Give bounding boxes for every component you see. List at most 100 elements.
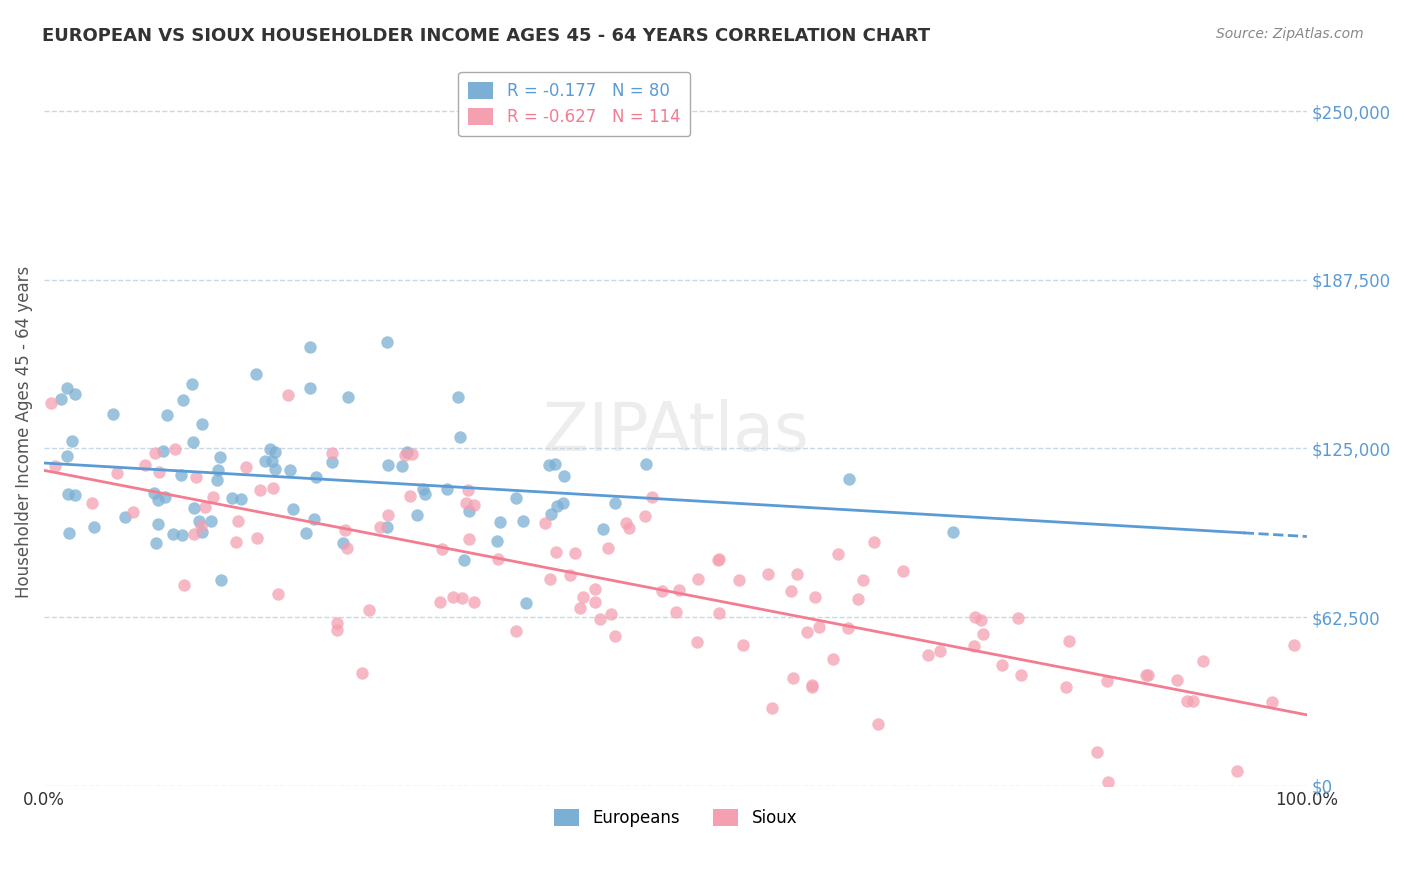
Point [377, 334, 399, 349]
Point [180, 377, 202, 392]
Point [991, 658, 1014, 673]
Point [231, 492, 253, 507]
Point [970, 613, 993, 627]
Point [568, 600, 591, 615]
Point [928, 644, 950, 658]
Y-axis label: Householder Income Ages 45 - 64 years: Householder Income Ages 45 - 64 years [15, 266, 32, 598]
Point [450, 591, 472, 605]
Point [800, 680, 823, 694]
Point [148, 516, 170, 531]
Point [399, 489, 422, 503]
Point [807, 620, 830, 634]
Point [430, 542, 453, 557]
Point [868, 717, 890, 731]
Point [224, 534, 246, 549]
Point [188, 514, 211, 528]
Point [436, 482, 458, 496]
Point [103, 407, 125, 421]
Point [1054, 681, 1077, 695]
Point [190, 519, 212, 533]
Point [685, 635, 707, 649]
Point [186, 469, 208, 483]
Point [598, 541, 620, 555]
Point [194, 500, 217, 515]
Point [235, 460, 257, 475]
Point [49, 392, 72, 406]
Point [60, 434, 83, 449]
Point [181, 434, 204, 449]
Point [246, 531, 269, 545]
Point [538, 572, 561, 586]
Point [302, 512, 325, 526]
Point [454, 496, 477, 510]
Point [564, 546, 586, 560]
Point [83, 520, 105, 534]
Point [463, 498, 485, 512]
Point [963, 639, 986, 653]
Point [333, 523, 356, 537]
Point [1137, 667, 1160, 681]
Point [546, 545, 568, 559]
Point [572, 590, 595, 604]
Point [512, 514, 534, 528]
Point [155, 408, 177, 422]
Point [305, 470, 328, 484]
Point [1059, 633, 1081, 648]
Point [412, 482, 434, 496]
Point [183, 500, 205, 515]
Point [515, 596, 537, 610]
Point [326, 623, 349, 637]
Point [1226, 764, 1249, 779]
Point [449, 430, 471, 444]
Point [1166, 673, 1188, 687]
Point [458, 504, 481, 518]
Point [134, 458, 156, 472]
Point [65, 387, 87, 401]
Point [838, 472, 860, 486]
Point [228, 514, 250, 528]
Point [634, 457, 657, 471]
Point [583, 582, 606, 596]
Point [1095, 673, 1118, 688]
Point [377, 508, 399, 523]
Point [733, 638, 755, 652]
Point [368, 519, 391, 533]
Point [553, 496, 575, 510]
Point [377, 458, 399, 472]
Point [804, 590, 827, 604]
Point [1085, 745, 1108, 759]
Point [779, 583, 801, 598]
Point [489, 515, 512, 529]
Point [463, 595, 485, 609]
Point [173, 577, 195, 591]
Text: EUROPEAN VS SIOUX HOUSEHOLDER INCOME AGES 45 - 64 YEARS CORRELATION CHART: EUROPEAN VS SIOUX HOUSEHOLDER INCOME AGE… [42, 27, 931, 45]
Point [1175, 694, 1198, 708]
Point [321, 446, 343, 460]
Point [546, 499, 568, 513]
Point [686, 572, 709, 586]
Point [589, 612, 612, 626]
Point [153, 490, 176, 504]
Point [761, 700, 783, 714]
Point [406, 508, 429, 522]
Point [851, 573, 873, 587]
Point [207, 463, 229, 477]
Point [486, 551, 509, 566]
Point [281, 502, 304, 516]
Point [56, 487, 79, 501]
Point [1010, 668, 1032, 682]
Point [80, 496, 103, 510]
Point [443, 590, 465, 604]
Point [1097, 775, 1119, 789]
Point [350, 666, 373, 681]
Point [200, 514, 222, 528]
Point [592, 522, 614, 536]
Text: Source: ZipAtlas.com: Source: ZipAtlas.com [1216, 27, 1364, 41]
Point [553, 468, 575, 483]
Point [614, 516, 637, 530]
Point [634, 509, 657, 524]
Point [1282, 638, 1305, 652]
Point [800, 677, 823, 691]
Point [337, 390, 360, 404]
Point [1192, 654, 1215, 668]
